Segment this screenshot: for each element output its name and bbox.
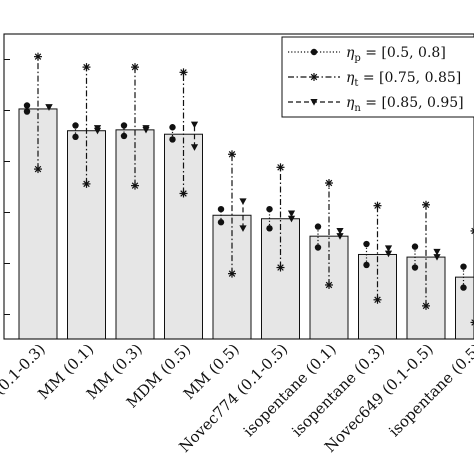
asterisk-marker — [82, 63, 91, 72]
circle-marker — [310, 48, 318, 56]
triangle-marker — [433, 248, 441, 256]
legend: ηp = [0.5, 0.8] ηt = [0.75, 0.85] ηn = [0.… — [281, 36, 474, 118]
triangle-marker — [433, 254, 441, 261]
circle-marker — [266, 205, 273, 213]
asterisk-stroke — [228, 151, 236, 158]
asterisk-stroke — [422, 302, 430, 310]
asterisk-stroke — [34, 165, 42, 173]
triangle-marker — [336, 227, 344, 235]
legend-label: ηp = [0.5, 0.8] — [346, 45, 446, 64]
asterisk-marker — [325, 179, 333, 188]
circle-marker — [23, 108, 31, 115]
circle-marker — [217, 219, 225, 226]
legend-entry: ηn = [0.85, 0.95] — [288, 95, 464, 114]
asterisk-marker — [34, 165, 42, 174]
legend-label: ηn = [0.85, 0.95] — [346, 95, 464, 114]
triangle-marker — [239, 225, 247, 232]
circle-marker — [169, 124, 176, 131]
asterisk-stroke — [422, 201, 430, 209]
circle-marker — [460, 284, 467, 291]
circle-marker — [314, 223, 322, 230]
asterisk-stroke — [325, 281, 333, 289]
triangle-marker — [190, 144, 199, 151]
asterisk-stroke — [34, 53, 42, 60]
asterisk-marker — [228, 150, 236, 159]
bar — [115, 129, 155, 340]
asterisk-stroke — [310, 73, 318, 81]
legend-entry: ηp = [0.5, 0.8] — [288, 45, 446, 64]
circle-marker — [460, 263, 467, 270]
asterisk-marker — [470, 226, 474, 235]
asterisk-marker — [325, 280, 333, 289]
triangle-marker — [190, 121, 199, 129]
asterisk-marker — [276, 163, 285, 172]
asterisk-marker — [131, 181, 139, 190]
triangle-marker — [384, 250, 393, 258]
asterisk-stroke — [228, 270, 236, 277]
circle-marker — [72, 133, 79, 141]
asterisk-stroke — [131, 63, 139, 71]
asterisk-marker — [179, 68, 188, 77]
error-bars-layer — [23, 52, 474, 327]
asterisk-marker — [373, 295, 382, 304]
triangle-marker — [287, 210, 296, 218]
asterisk-marker — [276, 263, 285, 272]
asterisk-marker — [470, 318, 474, 327]
asterisk-stroke — [277, 164, 284, 171]
triangle-marker — [45, 104, 53, 111]
circle-marker — [314, 244, 322, 251]
circle-marker — [411, 243, 419, 250]
asterisk-stroke — [471, 322, 474, 326]
asterisk-marker — [310, 73, 318, 81]
asterisk-marker — [34, 52, 42, 61]
triangle-marker — [310, 99, 318, 106]
asterisk-marker — [373, 201, 382, 210]
bars-layer — [18, 108, 474, 340]
asterisk-stroke — [83, 180, 90, 188]
asterisk-stroke — [471, 319, 474, 323]
asterisk-stroke — [471, 227, 474, 232]
triangle-marker — [142, 125, 150, 132]
bar — [455, 276, 474, 340]
circle-marker — [120, 132, 128, 140]
asterisk-stroke — [325, 179, 333, 187]
bar — [406, 256, 446, 340]
asterisk-marker — [131, 63, 139, 72]
y-ticks-layer — [4, 59, 10, 315]
circle-marker — [120, 122, 128, 129]
circle-marker — [217, 205, 225, 213]
triangle-marker — [239, 198, 247, 205]
circle-marker — [23, 102, 31, 109]
asterisk-stroke — [180, 69, 187, 76]
asterisk-stroke — [374, 296, 381, 304]
asterisk-marker — [422, 200, 430, 209]
circle-marker — [72, 122, 79, 129]
triangle-marker — [93, 125, 102, 132]
asterisk-marker — [179, 189, 188, 198]
triangle-marker — [336, 233, 344, 240]
x-tick-labels-layer: (0.1-0.3)MM (0.1)MM (0.3)MDM (0.5)MM (0.… — [0, 340, 474, 456]
asterisk-marker — [228, 269, 236, 278]
triangle-marker — [287, 215, 296, 223]
circle-marker — [169, 136, 176, 143]
asterisk-stroke — [374, 202, 381, 209]
asterisk-marker — [82, 179, 91, 188]
asterisk-stroke — [180, 190, 187, 197]
circle-marker — [266, 225, 273, 232]
asterisk-marker — [422, 301, 430, 310]
axes-frame — [3, 33, 474, 340]
asterisk-stroke — [277, 264, 284, 271]
circle-marker — [411, 264, 419, 271]
legend-entries: ηp = [0.5, 0.8] ηt = [0.75, 0.85] ηn = [0.… — [288, 45, 464, 114]
legend-entry: ηt = [0.75, 0.85] — [288, 70, 461, 89]
legend-label: ηt = [0.75, 0.85] — [346, 70, 461, 89]
triangle-marker — [384, 245, 393, 252]
asterisk-stroke — [131, 182, 139, 189]
circle-marker — [363, 261, 370, 269]
asterisk-stroke — [471, 230, 474, 235]
circle-marker — [363, 240, 370, 248]
asterisk-stroke — [83, 63, 90, 71]
